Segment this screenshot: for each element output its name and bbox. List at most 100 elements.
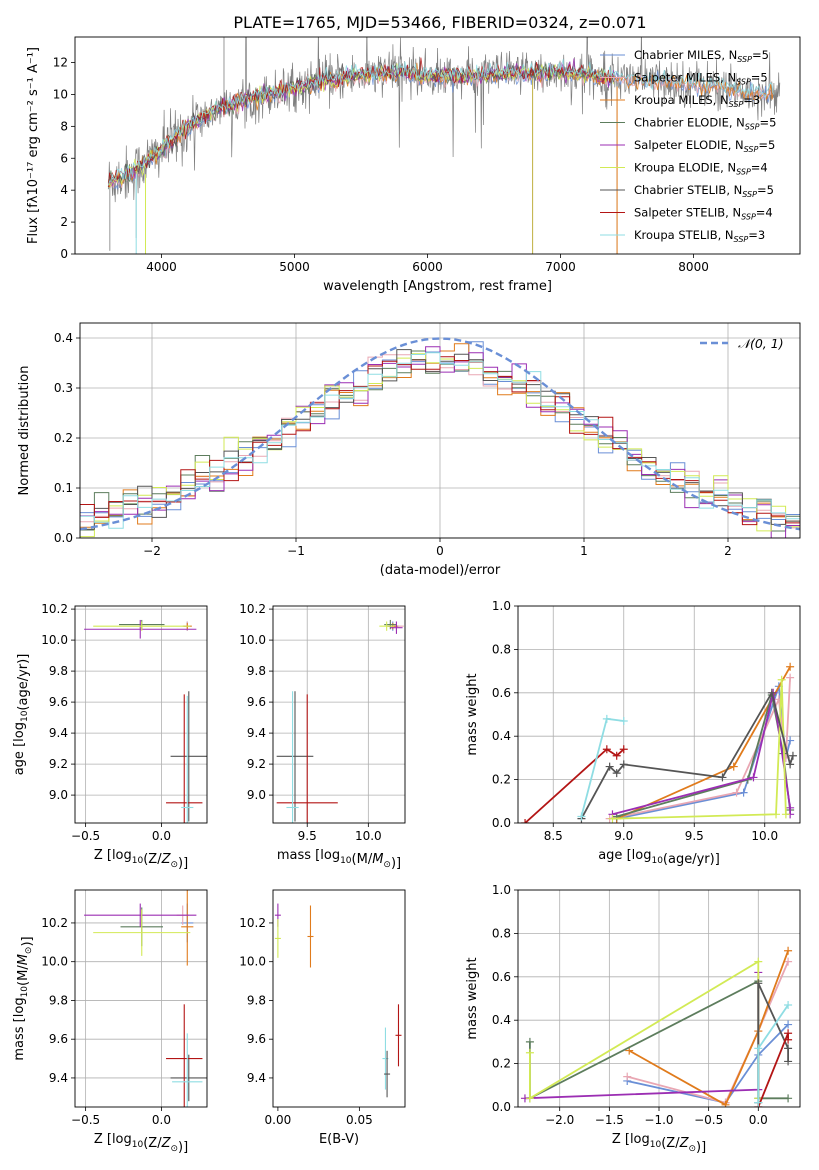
- weight-marker: [777, 675, 786, 684]
- x-tick-label: 9.0: [614, 829, 633, 843]
- plot-area: [518, 890, 800, 1107]
- x-tick-label: 2: [724, 544, 732, 558]
- y-tick-label: 10: [53, 87, 68, 101]
- x-tick-label: 6000: [412, 260, 443, 274]
- axis-label: (data-model)/error: [380, 563, 501, 578]
- y-tick-label: 12: [53, 56, 68, 70]
- weight-marker: [784, 946, 793, 955]
- weight-line: [757, 1032, 789, 1107]
- x-tick-label: 10.0: [751, 829, 778, 843]
- weight-marker: [784, 1057, 793, 1066]
- axes-frame: [74, 36, 801, 255]
- x-tick-label: 4000: [146, 260, 177, 274]
- weight-marker: [784, 1035, 793, 1044]
- axes-frame: [272, 605, 406, 824]
- y-tick-label: 9.4: [247, 1071, 266, 1085]
- mass-vs-metallicity-panel: −0.5 0.0 9.4 9.6 9.8 10.0 10.2 Z [log10(Z/Z⊙)] m…: [12, 889, 208, 1155]
- y-tick-label: 9.6: [247, 1032, 266, 1046]
- y-tick-label: 9.8: [49, 993, 68, 1007]
- y-tick-label: 9.0: [247, 788, 266, 802]
- y-tick-label: 9.8: [49, 664, 68, 678]
- weight-marker: [786, 760, 795, 769]
- axes: 4000 5000 6000 7000 8000 0 2 4 6 8 10 12 wavelength …: [26, 47, 709, 294]
- y-tick-label: 6: [60, 151, 68, 165]
- weight-marker: [749, 773, 758, 782]
- y-tick-label: 10.2: [41, 916, 68, 930]
- legend-entry: 𝒩(0, 1): [738, 336, 784, 351]
- axis-label: mass weight: [465, 673, 480, 755]
- axis-label: Normed distribution: [17, 366, 32, 496]
- plot-area: [75, 890, 207, 1107]
- legend-entry: Chabrier MILES, NSSP=5: [634, 48, 769, 64]
- grid: [75, 890, 207, 1107]
- weight-line: [626, 961, 789, 1104]
- weight-marker: [786, 673, 795, 682]
- y-tick-label: 10.0: [41, 633, 68, 647]
- weight-marker: [767, 688, 776, 697]
- weight-marker: [521, 819, 530, 823]
- axes-frame: [517, 605, 801, 824]
- weight-marker: [619, 745, 628, 754]
- weight-marker: [754, 957, 763, 966]
- x-tick-label: 0.05: [346, 1113, 373, 1127]
- y-tick-label: 9.2: [49, 757, 68, 771]
- weight-marker: [788, 751, 797, 760]
- legend-entry: Kroupa STELIB, NSSP=3: [634, 228, 765, 244]
- weight-line: [628, 950, 789, 1107]
- x-tick-label: 8000: [678, 260, 709, 274]
- weight-marker: [602, 714, 611, 723]
- x-tick-label: 1: [580, 544, 588, 558]
- plot-area: [274, 903, 402, 1098]
- weight-marker: [739, 788, 748, 797]
- y-tick-label: 0.0: [492, 1100, 511, 1114]
- y-tick-label: 9.2: [247, 757, 266, 771]
- plot-area: [273, 606, 405, 823]
- y-tick-label: 0.6: [492, 686, 511, 700]
- y-tick-label: 0.0: [492, 816, 511, 830]
- weight-line: [580, 690, 794, 820]
- weight-line: [612, 679, 787, 820]
- axes: −0.5 0.0 9.4 9.6 9.8 10.0 10.2 Z [log10(Z/Z⊙)] m…: [12, 916, 188, 1155]
- x-tick-label: 0.0: [749, 1113, 768, 1127]
- y-tick-label: 1.0: [492, 599, 511, 613]
- x-tick-label: −1.0: [644, 1113, 673, 1127]
- weight-line: [616, 666, 791, 820]
- legend-entry: Salpeter ELODIE, NSSP=5: [634, 138, 775, 154]
- axis-label: age [log10(age/yr)]: [12, 654, 31, 776]
- weight-marker: [525, 1048, 534, 1057]
- x-tick-label: 9.5: [685, 829, 704, 843]
- weight-marker: [525, 1094, 534, 1103]
- y-tick-label: 0.6: [492, 970, 511, 984]
- weight-line: [580, 717, 624, 817]
- weight-marker: [608, 814, 617, 823]
- weight-marker: [619, 760, 628, 769]
- weight-marker: [754, 1044, 763, 1053]
- x-tick-label: 5000: [279, 260, 310, 274]
- y-tick-label: 4: [60, 183, 68, 197]
- x-tick-label: 0.0: [152, 1113, 171, 1127]
- x-tick-label: 0: [436, 544, 444, 558]
- x-tick-label: −0.5: [694, 1113, 723, 1127]
- y-tick-label: 8: [60, 119, 68, 133]
- x-tick-label: −0.5: [71, 1113, 100, 1127]
- plot-area: [518, 606, 800, 823]
- y-tick-label: 10.0: [41, 955, 68, 969]
- grid: [518, 606, 800, 823]
- age-vs-metallicity-panel: −0.5 0.0 9.0 9.2 9.4 9.6 9.8 10.0 10.2 Z [log10(Z…: [12, 602, 208, 871]
- weight-line: [529, 960, 760, 1100]
- weight-vs-metallicity-panel: −2.0 −1.5 −1.0 −0.5 0.0 0.0 0.2 0.4 0.6 0.8 1.0 Z […: [465, 883, 801, 1155]
- x-tick-label: 8.5: [544, 829, 563, 843]
- axis-label: E(B-V): [319, 1132, 359, 1147]
- weight-marker: [772, 810, 781, 819]
- y-tick-label: 10.0: [239, 955, 266, 969]
- y-tick-label: 0.1: [54, 481, 73, 495]
- axes: −2 −1 0 1 2 0.0 0.1 0.2 0.3 0.4 (data-model)/error…: [17, 331, 732, 578]
- age-vs-mass-panel: 9.5 10.0 9.0 9.2 9.4 9.6 9.8 10.0 10.2 mass [log1…: [239, 602, 406, 871]
- y-tick-label: 0.4: [492, 729, 511, 743]
- x-tick-label: −1.5: [595, 1113, 624, 1127]
- y-tick-label: 9.6: [49, 1032, 68, 1046]
- axes-frame: [74, 889, 208, 1108]
- legend-entry: Salpeter MILES, NSSP=5: [634, 71, 768, 87]
- y-tick-label: 2: [60, 215, 68, 229]
